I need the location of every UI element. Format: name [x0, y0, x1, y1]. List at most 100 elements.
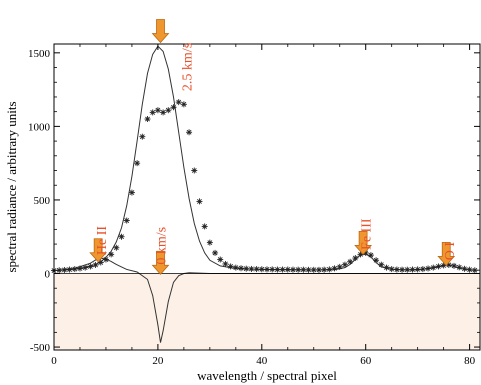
data-point-marker [56, 267, 63, 274]
y-tick-label: 0 [45, 269, 51, 281]
data-point-marker [435, 263, 442, 270]
data-point-marker [191, 167, 198, 174]
data-point-marker [451, 262, 458, 269]
data-point-marker [404, 266, 411, 273]
data-point-marker [430, 264, 437, 271]
data-point-marker [128, 189, 135, 196]
data-point-marker [289, 266, 296, 273]
data-point-marker [295, 266, 302, 273]
data-point-marker [123, 217, 130, 224]
data-point-marker [217, 256, 224, 263]
data-point-marker [331, 265, 338, 272]
data-point-marker [102, 256, 109, 263]
data-point-marker [425, 265, 432, 272]
data-point-marker [352, 255, 359, 262]
y-tick-label: 1000 [28, 121, 51, 133]
data-point-marker [66, 266, 73, 273]
data-point-marker [222, 260, 229, 267]
data-point-marker [180, 101, 187, 108]
y-tick-label: 1500 [28, 48, 51, 60]
annotation-label: 0 km/s [155, 227, 170, 265]
down-arrow-icon [354, 230, 373, 255]
data-point-marker [419, 266, 426, 273]
data-point-marker [118, 233, 125, 240]
data-point-marker [92, 261, 99, 268]
data-point-marker [206, 239, 213, 246]
data-point-marker [456, 264, 463, 271]
data-point-marker [71, 266, 78, 273]
data-point-marker [326, 266, 333, 273]
data-point-marker [383, 264, 390, 271]
annotations-layer: He II 0 km/s 2.5 km/s Fe III O I [89, 19, 458, 275]
data-point-marker [76, 265, 83, 272]
data-point-marker [274, 266, 281, 273]
data-point-marker [160, 109, 167, 116]
data-point-marker [175, 99, 182, 106]
down-arrow-icon [151, 250, 170, 275]
negative-region-background [54, 273, 480, 350]
data-point-marker [154, 107, 161, 114]
data-point-marker [373, 257, 380, 264]
data-point-marker [269, 266, 276, 273]
annotation-label: He II [95, 226, 110, 255]
data-point-marker [61, 266, 68, 273]
data-point-marker [367, 252, 374, 259]
annotation-label: Fe III [360, 218, 375, 250]
data-point-marker [409, 266, 416, 273]
data-point-marker [336, 263, 343, 270]
data-point-marker [238, 265, 245, 272]
x-tick-label: 80 [464, 355, 476, 367]
x-tick-label: 20 [152, 355, 164, 367]
data-point-marker [393, 266, 400, 273]
data-point-marker [243, 265, 250, 272]
data-point-marker [196, 198, 203, 205]
data-point-marker [305, 266, 312, 273]
down-arrow-icon [151, 19, 170, 44]
data-point-marker [341, 261, 348, 268]
data-point-marker [82, 264, 89, 271]
annotation-label: 2.5 km/s [180, 43, 195, 91]
data-point-marker [466, 266, 473, 273]
data-point-marker [388, 266, 395, 273]
annotation-label: O I [443, 242, 458, 261]
x-tick-label: 0 [51, 355, 57, 367]
data-point-marker [144, 116, 151, 123]
data-point-marker [315, 266, 322, 273]
series-line-0 [53, 45, 481, 272]
data-point-marker [186, 129, 193, 136]
data-point-marker [170, 104, 177, 111]
data-point-marker [284, 266, 291, 273]
data-point-marker [264, 266, 270, 273]
data-point-marker [471, 267, 478, 274]
data-point-marker [279, 266, 286, 273]
data-point-marker [461, 265, 468, 272]
data-point-marker [149, 109, 156, 116]
y-tick-label: 500 [34, 195, 51, 207]
x-tick-label: 60 [360, 355, 372, 367]
data-point-marker [399, 266, 406, 273]
data-point-marker [134, 160, 141, 167]
x-tick-label: 40 [256, 355, 268, 367]
data-point-marker [165, 107, 172, 114]
data-point-marker [321, 266, 328, 273]
x-axis-label: wavelength / spectral pixel [197, 368, 337, 383]
data-point-marker [227, 263, 234, 270]
data-point-marker [347, 258, 354, 265]
data-point-marker [414, 266, 421, 273]
y-axis-label: spectral radiance / arbitrary units [4, 101, 19, 272]
down-arrow-icon [437, 242, 456, 267]
series-layer [51, 45, 481, 343]
data-point-marker [378, 261, 385, 268]
data-point-marker [300, 266, 307, 273]
data-point-marker [113, 244, 120, 251]
data-point-marker [212, 249, 219, 256]
data-point-marker [232, 264, 239, 271]
down-arrow-icon [89, 238, 108, 263]
data-point-marker [97, 259, 104, 266]
plot-frame [53, 43, 481, 351]
data-point-marker [108, 251, 115, 258]
data-point-marker [87, 263, 94, 270]
y-tick-label: -500 [30, 342, 51, 354]
